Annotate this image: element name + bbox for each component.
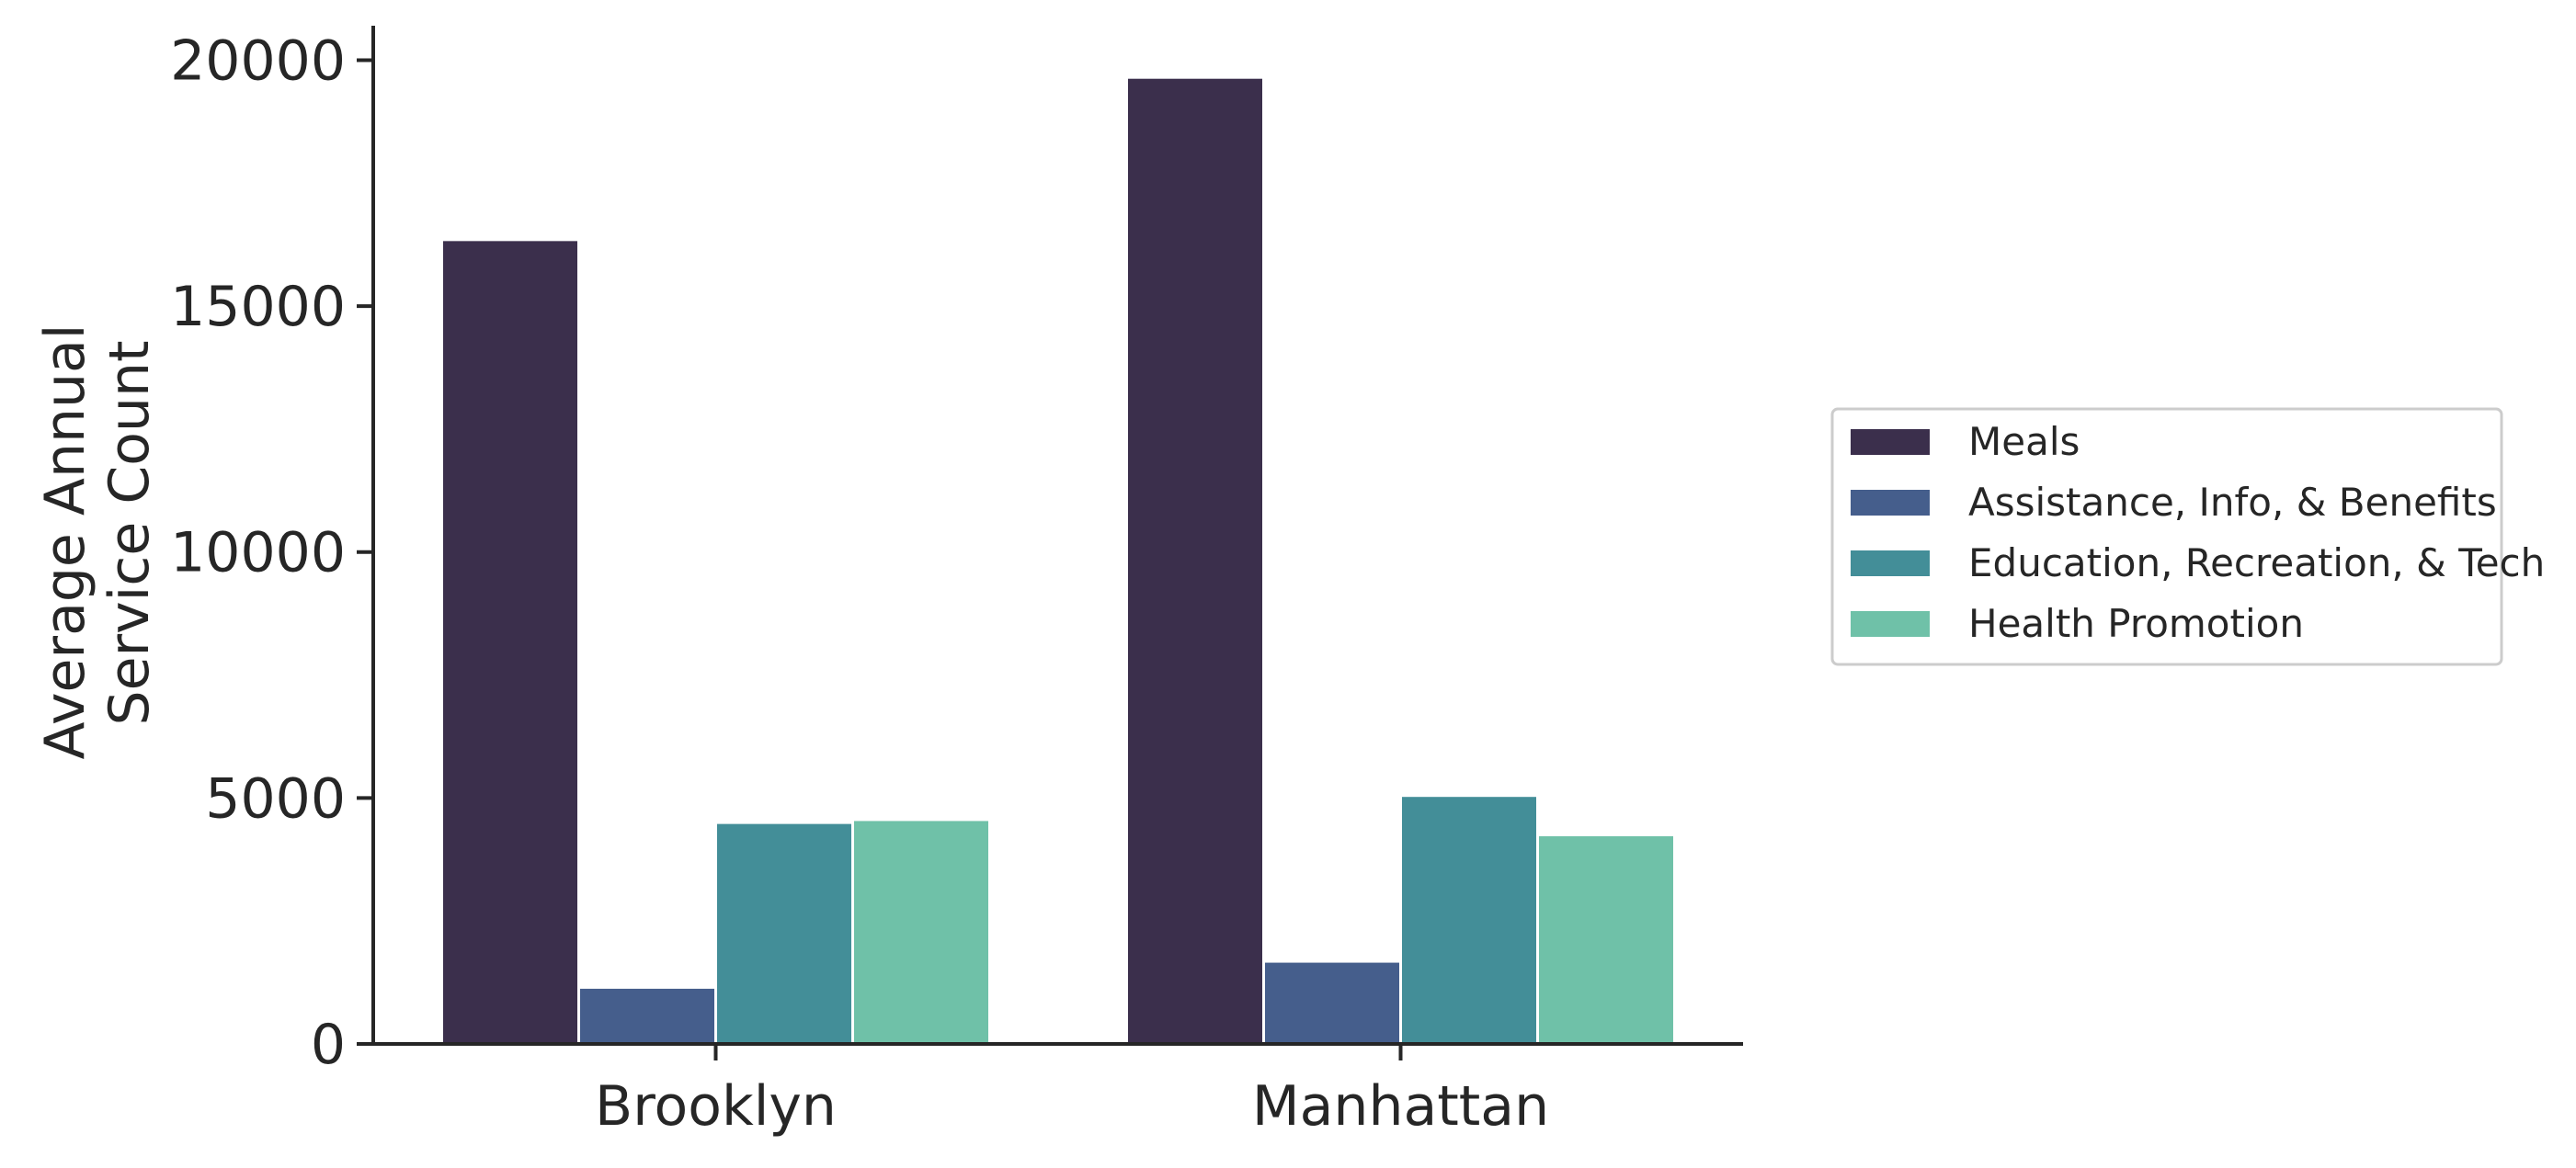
bar-manhattan-series-2 (1262, 959, 1402, 1046)
bar-manhattan-series-4 (1536, 833, 1676, 1046)
legend-label-4: Health Promotion (1968, 601, 2304, 646)
axes-layer (371, 26, 1743, 1046)
y-tick-label: 20000 (170, 28, 346, 93)
legend-items: Meals Assistance, Info, & Benefits Educati… (1849, 419, 2545, 646)
y-tick-label: 10000 (170, 521, 346, 585)
y-axis-label: Average Annual Service Count (33, 306, 162, 759)
bar-brooklyn-series-1 (440, 238, 580, 1046)
bar-manhattan-series-1 (1125, 75, 1265, 1046)
y-axis-label-line-2: Service Count (97, 340, 162, 725)
legend-label-3: Education, Recreation, & Tech (1968, 540, 2545, 585)
legend-swatch-1 (1849, 427, 1932, 457)
x-ticks: Brooklyn Manhattan (595, 1044, 1549, 1139)
x-tick-label-brooklyn: Brooklyn (595, 1074, 837, 1139)
y-tick-label: 0 (311, 1013, 346, 1077)
bar-brooklyn-series-2 (577, 985, 717, 1046)
legend-label-1: Meals (1968, 419, 2080, 464)
y-axis-label-line-1: Average Annual (33, 324, 97, 760)
legend-swatch-2 (1849, 488, 1932, 517)
legend-swatch-3 (1849, 549, 1932, 578)
legend-label-2: Assistance, Info, & Benefits (1968, 480, 2497, 525)
bar-brooklyn-series-3 (714, 821, 854, 1046)
y-tick-label: 5000 (205, 766, 346, 831)
legend-frame (1830, 407, 2503, 666)
y-tick-label: 15000 (170, 275, 346, 339)
legend-swatch-4 (1849, 609, 1932, 639)
bar-manhattan-series-3 (1399, 794, 1539, 1046)
legend: Meals Assistance, Info, & Benefits Educati… (1830, 407, 2545, 666)
x-tick-label-manhattan: Manhattan (1252, 1074, 1549, 1139)
y-ticks: 0 5000 10000 15000 20000 (170, 28, 373, 1077)
bars-layer (440, 75, 1676, 1046)
bar-brooklyn-series-4 (851, 818, 991, 1046)
